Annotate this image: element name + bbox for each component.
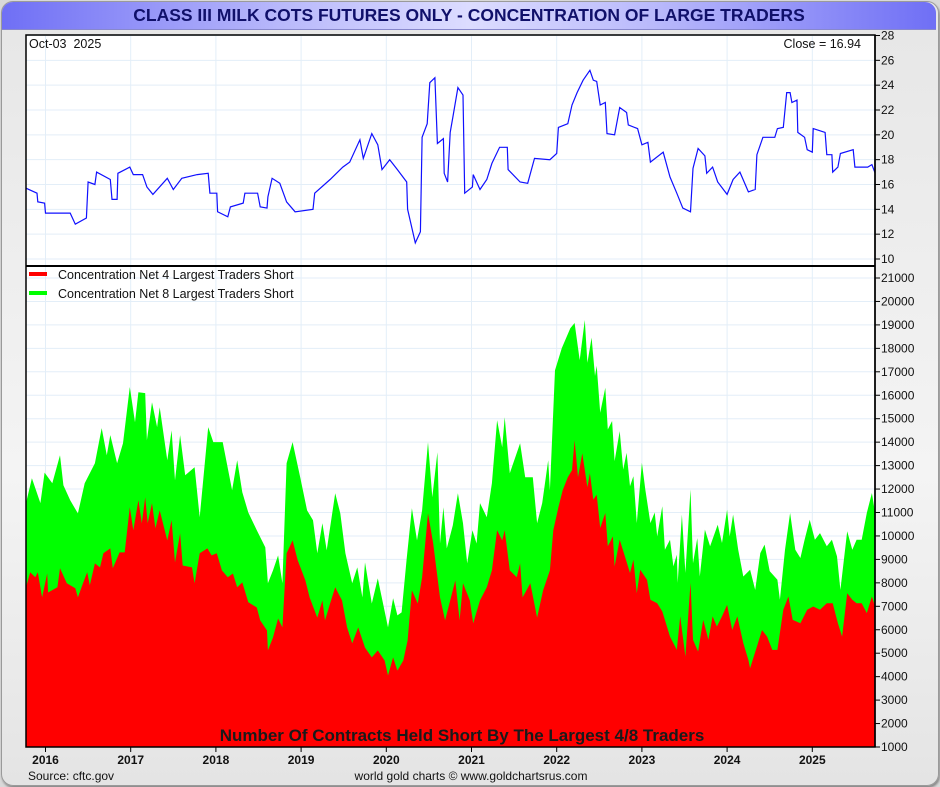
price-line xyxy=(25,68,876,245)
chart-title: CLASS III MILK COTS FUTURES ONLY - CONCE… xyxy=(133,5,805,25)
contracts-tick-label: 11000 xyxy=(881,506,914,520)
panel-subtitle: Number Of Contracts Held Short By The La… xyxy=(220,726,705,745)
area-net4-largest xyxy=(25,440,875,747)
price-tick-label: 14 xyxy=(881,202,895,216)
axes: 1012141618202224262810002000300040005000… xyxy=(32,29,915,768)
price-tick-label: 20 xyxy=(881,128,895,142)
legend: Concentration Net 4 Largest Traders Shor… xyxy=(29,268,294,301)
concentration-areas xyxy=(25,320,875,747)
credit-label: world gold charts © www.goldchartsrus.co… xyxy=(354,769,588,783)
contracts-tick-label: 18000 xyxy=(881,341,915,355)
source-label: Source: cftc.gov xyxy=(28,769,114,783)
contracts-tick-label: 5000 xyxy=(881,646,908,660)
year-tick-label: 2016 xyxy=(32,753,59,767)
close-label: Close = 16.94 xyxy=(784,37,862,51)
contracts-tick-label: 9000 xyxy=(881,552,908,566)
contracts-tick-label: 8000 xyxy=(881,576,908,590)
contracts-tick-label: 1000 xyxy=(881,740,908,754)
contracts-tick-label: 10000 xyxy=(881,529,915,543)
legend-label-net4: Concentration Net 4 Largest Traders Shor… xyxy=(58,268,294,282)
date-label: Oct-03 2025 xyxy=(29,37,101,51)
price-tick-label: 10 xyxy=(881,252,895,266)
contracts-tick-label: 6000 xyxy=(881,623,908,637)
contracts-tick-label: 20000 xyxy=(881,294,915,308)
price-tick-label: 26 xyxy=(881,53,895,67)
contracts-tick-label: 4000 xyxy=(881,670,908,684)
year-tick-label: 2017 xyxy=(117,753,144,767)
contracts-tick-label: 12000 xyxy=(881,482,915,496)
price-tick-label: 24 xyxy=(881,78,895,92)
year-tick-label: 2021 xyxy=(458,753,485,767)
price-line-group xyxy=(25,68,876,245)
year-tick-label: 2022 xyxy=(543,753,570,767)
year-tick-label: 2024 xyxy=(714,753,741,767)
year-tick-label: 2019 xyxy=(288,753,315,767)
year-tick-label: 2018 xyxy=(203,753,230,767)
contracts-tick-label: 2000 xyxy=(881,717,908,731)
price-tick-label: 16 xyxy=(881,178,895,192)
title-bar: CLASS III MILK COTS FUTURES ONLY - CONCE… xyxy=(2,2,936,30)
contracts-tick-label: 21000 xyxy=(881,271,915,285)
contracts-tick-label: 19000 xyxy=(881,318,915,332)
year-tick-label: 2020 xyxy=(373,753,400,767)
contracts-tick-label: 16000 xyxy=(881,388,915,402)
year-tick-label: 2023 xyxy=(629,753,656,767)
legend-swatch-net8 xyxy=(29,291,47,295)
year-tick-label: 2025 xyxy=(799,753,826,767)
price-tick-label: 12 xyxy=(881,227,895,241)
contracts-tick-label: 13000 xyxy=(881,459,915,473)
contracts-tick-label: 17000 xyxy=(881,365,915,379)
contracts-tick-label: 7000 xyxy=(881,599,908,613)
contracts-tick-label: 15000 xyxy=(881,412,915,426)
legend-label-net8: Concentration Net 8 Largest Traders Shor… xyxy=(58,287,294,301)
price-tick-label: 22 xyxy=(881,103,895,117)
price-tick-label: 28 xyxy=(881,29,895,43)
price-tick-label: 18 xyxy=(881,153,895,167)
contracts-tick-label: 3000 xyxy=(881,693,908,707)
legend-swatch-net4 xyxy=(29,272,47,276)
contracts-tick-label: 14000 xyxy=(881,435,915,449)
